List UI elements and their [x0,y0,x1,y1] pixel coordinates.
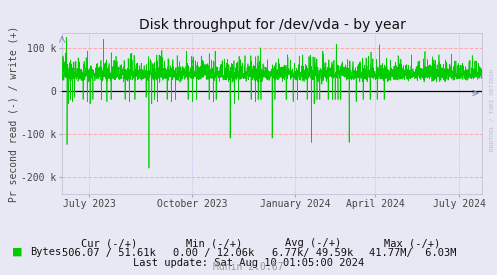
Text: Max (-/+): Max (-/+) [384,238,441,248]
Text: Munin 2.0.67: Munin 2.0.67 [213,262,284,272]
Text: Cur (-/+): Cur (-/+) [81,238,138,248]
Y-axis label: Pr second read (-) / write (+): Pr second read (-) / write (+) [8,25,18,202]
Text: ■: ■ [12,247,23,257]
Text: Min (-/+): Min (-/+) [185,238,242,248]
Text: 6.77k/ 49.59k: 6.77k/ 49.59k [272,248,354,258]
Text: Last update: Sat Aug 10 01:05:00 2024: Last update: Sat Aug 10 01:05:00 2024 [133,258,364,268]
Text: RRDTOOL / TOBI OETIKER: RRDTOOL / TOBI OETIKER [489,69,494,151]
Text: 0.00 / 12.06k: 0.00 / 12.06k [173,248,254,258]
Title: Disk throughput for /dev/vda - by year: Disk throughput for /dev/vda - by year [139,18,406,32]
Text: 41.77M/  6.03M: 41.77M/ 6.03M [369,248,456,258]
Text: 506.07 / 51.61k: 506.07 / 51.61k [63,248,156,258]
Text: Avg (-/+): Avg (-/+) [285,238,341,248]
Text: Bytes: Bytes [30,247,61,257]
